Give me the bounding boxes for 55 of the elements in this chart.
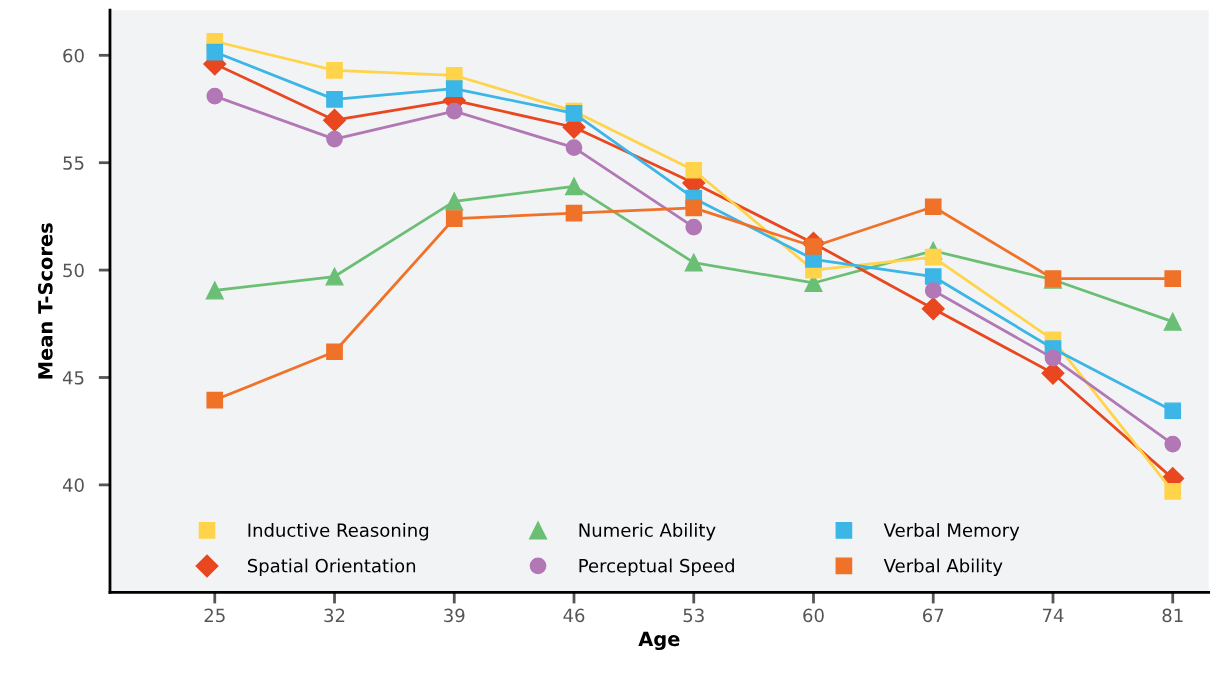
point (565, 139, 583, 156)
point (325, 267, 344, 286)
legend-label: Verbal Memory (883, 523, 1020, 541)
x-tick-label: 25 (204, 608, 225, 623)
point (326, 343, 343, 361)
point (565, 204, 583, 222)
point (921, 297, 945, 321)
point (1164, 270, 1182, 288)
point (206, 87, 224, 105)
point (445, 102, 463, 120)
point (445, 80, 463, 97)
point (1164, 435, 1182, 453)
legend-label: Numeric Ability (579, 523, 716, 541)
point (805, 238, 822, 255)
x-tick-label: 39 (444, 608, 465, 623)
point (684, 253, 703, 272)
point (1163, 312, 1182, 331)
point (685, 161, 703, 179)
point (1164, 402, 1182, 420)
point (1164, 482, 1182, 500)
y-tick-label: 55 (63, 156, 84, 170)
y-tick-label: 60 (63, 48, 84, 63)
point (924, 268, 942, 285)
point (206, 391, 224, 409)
point (445, 210, 463, 227)
x-tick-label: 67 (923, 608, 944, 623)
point (564, 177, 584, 196)
point (924, 198, 942, 216)
x-tick-label: 74 (1042, 608, 1064, 622)
x-tick-label: 46 (563, 608, 585, 623)
y-tick-label: 40 (62, 478, 84, 492)
point (206, 43, 224, 61)
y-tick-label: 45 (62, 371, 84, 385)
point (326, 130, 343, 148)
x-tick-label: 81 (1162, 608, 1183, 623)
legend-label: Spatial Orientation (247, 558, 416, 577)
point (685, 218, 703, 236)
legend-label: Verbal Ability (883, 558, 1003, 577)
point (924, 248, 942, 266)
point (326, 62, 343, 79)
point (445, 192, 464, 211)
x-axis-title: Age (638, 631, 680, 651)
point (326, 91, 343, 108)
legend-label: Inductive Reasoning (248, 523, 429, 541)
x-tick-label: 53 (683, 608, 704, 623)
x-tick-label: 32 (324, 608, 345, 623)
legend-label: Perceptual Speed (579, 558, 734, 577)
point (685, 199, 703, 217)
y-tick-label: 50 (63, 263, 84, 278)
point (205, 281, 224, 300)
x-tick-label: 60 (803, 608, 824, 623)
point (323, 108, 347, 132)
point (1044, 349, 1062, 367)
point (924, 282, 942, 299)
y-axis-title: Mean T-Scores (37, 223, 53, 379)
